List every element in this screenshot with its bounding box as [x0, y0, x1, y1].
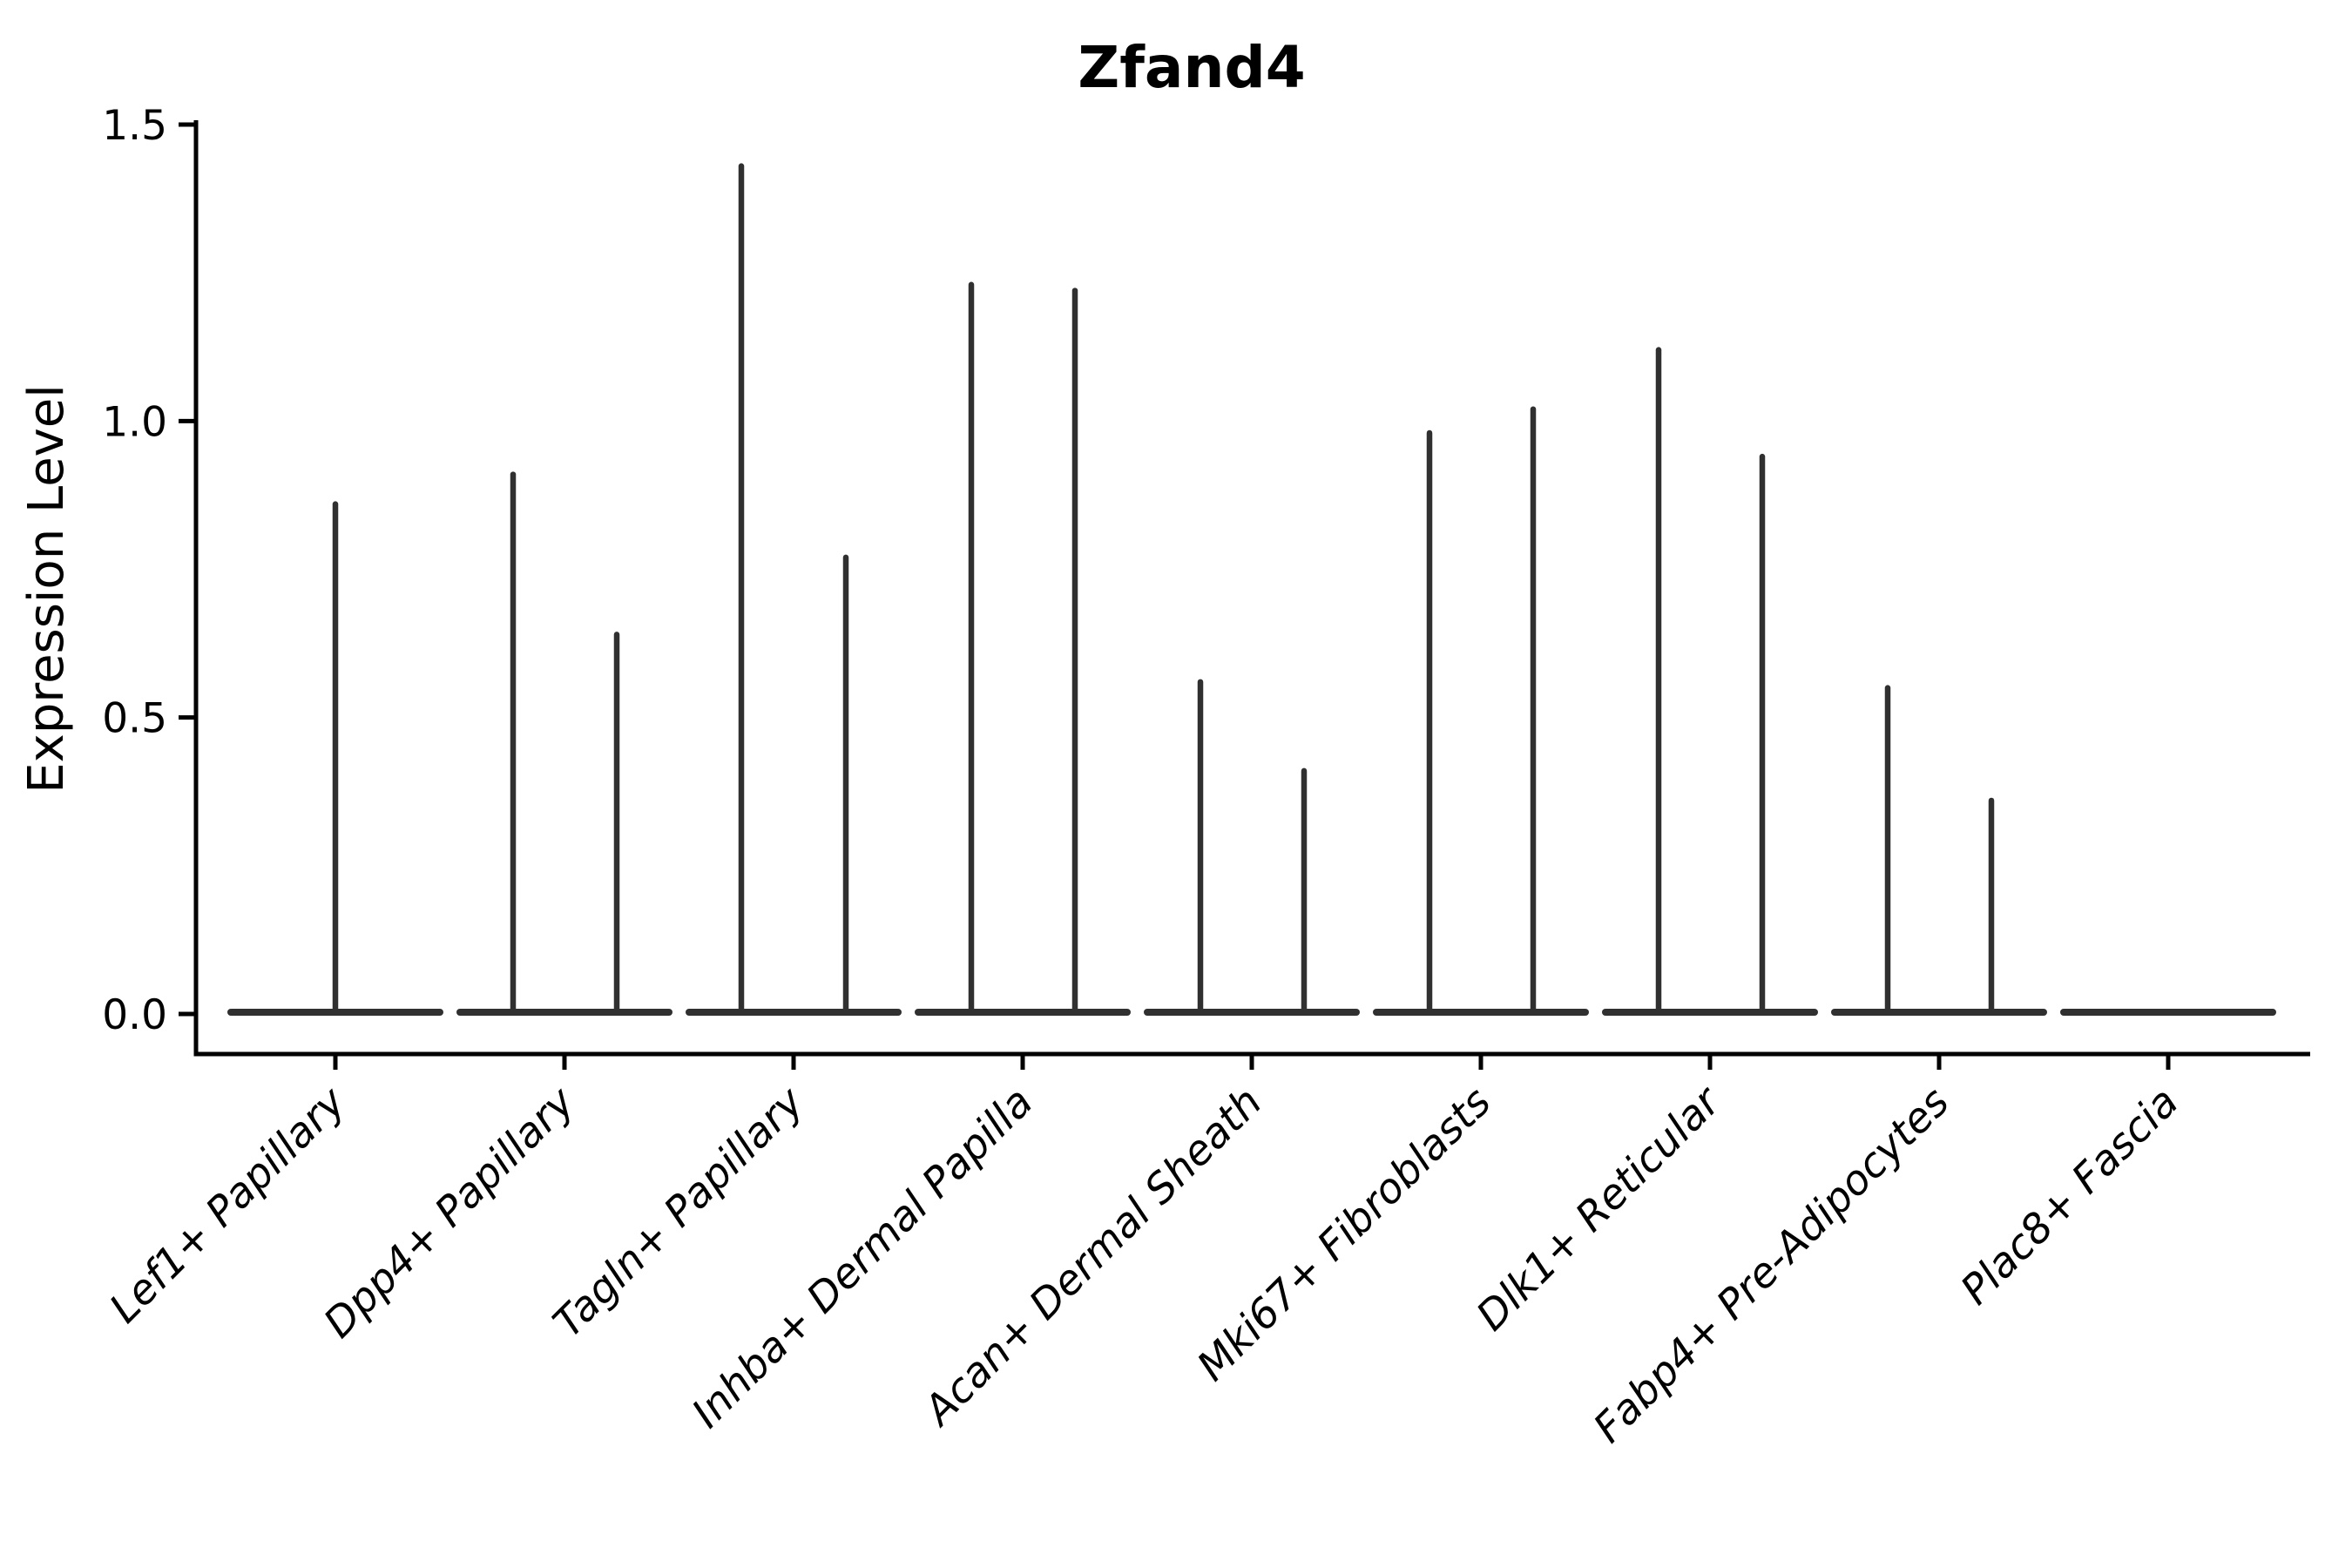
violin: [456, 471, 672, 1016]
violin: [686, 163, 902, 1016]
violin: [1602, 347, 1818, 1016]
x-tick-label: Plac8+ Fascia: [1951, 1078, 2187, 1315]
y-axis-label: Expression Level: [18, 384, 75, 794]
x-tick-label: Dlk1+ Reticular: [1468, 1077, 1732, 1341]
violin: [915, 281, 1131, 1016]
y-tick-label: 0.5: [102, 695, 167, 743]
x-tick-label: Dpp4+ Papillary: [314, 1078, 585, 1348]
y-axis-ticks: 0.0 0.5 1.0 1.5: [102, 102, 196, 1039]
violin: [1831, 685, 2047, 1016]
violin: [1144, 679, 1360, 1016]
violins-layer: [227, 163, 2276, 1016]
y-tick-label: 1.0: [102, 398, 167, 446]
y-tick-label: 0.0: [102, 991, 167, 1039]
violin: [1373, 406, 1589, 1016]
y-tick-label: 1.5: [102, 102, 167, 150]
violin: [227, 501, 443, 1016]
chart-title: Zfand4: [1078, 34, 1305, 101]
x-tick-label: Lef1+ Papillary: [100, 1078, 355, 1333]
x-tick-label: Tagln+ Papillary: [544, 1078, 814, 1348]
